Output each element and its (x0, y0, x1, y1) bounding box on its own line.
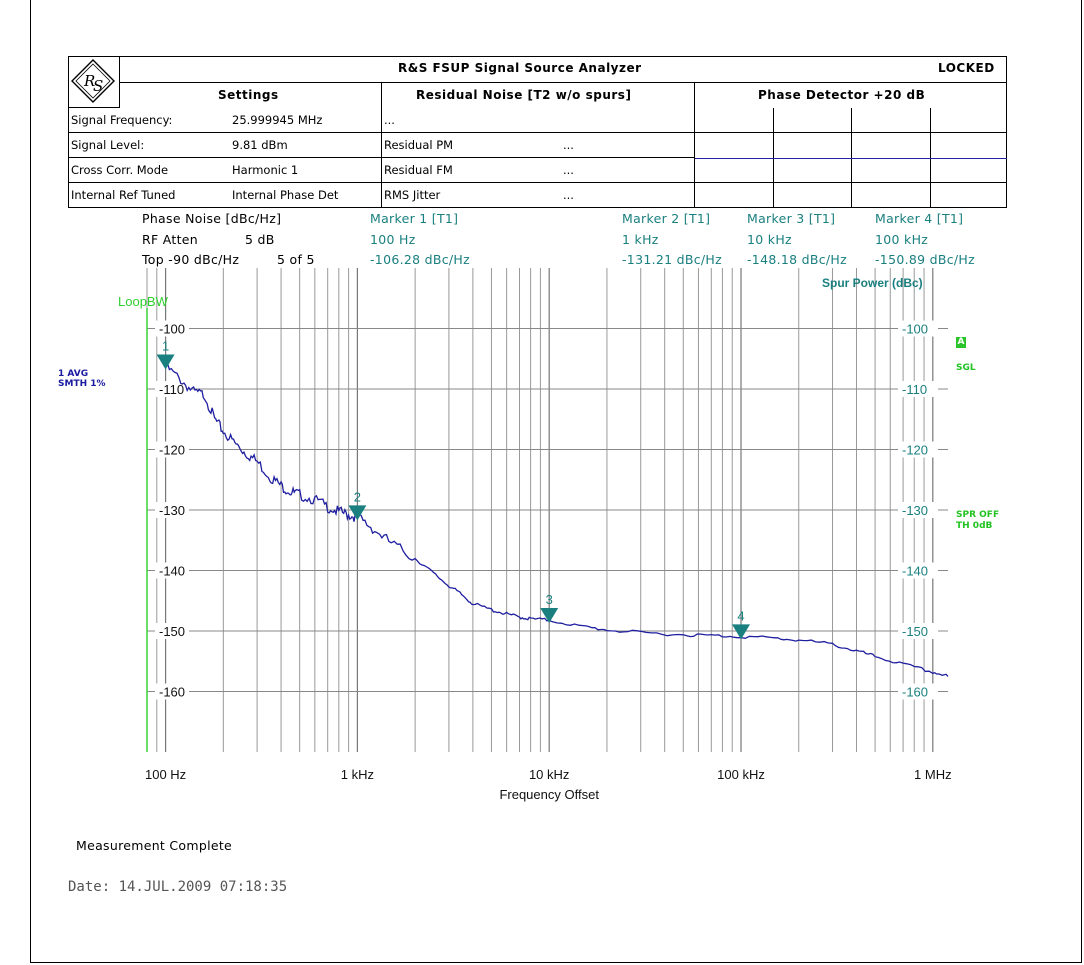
row-rvalue: ... (563, 138, 574, 152)
marker-4-level: -150.89 dBc/Hz (875, 252, 975, 267)
marker-1-level: -106.28 dBc/Hz (370, 252, 470, 267)
y-tick-label: -160 (159, 685, 185, 700)
y-tick-label-right: -140 (902, 564, 928, 579)
marker-triangle (156, 354, 175, 370)
row-label: Internal Ref Tuned (71, 188, 176, 202)
y-tick-bg (155, 623, 189, 639)
smoothing-label: SMTH 1% (58, 379, 106, 389)
marker-label: 2 (354, 489, 361, 504)
y-tick-bg-right (898, 320, 938, 337)
y-tick-label-right: -110 (902, 382, 927, 397)
row-value: Harmonic 1 (232, 163, 299, 177)
row-rlabel: Residual FM (384, 163, 453, 177)
y-tick-label: -100 (159, 322, 185, 337)
avg-label: 1 AVG (58, 369, 89, 379)
y-tick-label-right: -150 (902, 624, 928, 639)
residual-noise-title: Residual Noise [T2 w/o spurs] (416, 88, 632, 102)
phase-detector-title: Phase Detector +20 dB (758, 88, 926, 102)
marker-label: 4 (737, 608, 744, 623)
y-tick-label: -130 (159, 503, 185, 518)
threshold-label: TH 0dB (956, 521, 993, 531)
sweep-count: 5 of 5 (277, 252, 315, 267)
marker-2-level: -131.21 dBc/Hz (622, 252, 722, 267)
marker-3-title: Marker 3 [T1] (747, 211, 836, 226)
spur-off-label: SPR OFF (956, 510, 1000, 520)
y-tick-label: -110 (159, 382, 184, 397)
x-tick-label: 100 Hz (145, 767, 186, 782)
y-tick-bg-right (898, 683, 938, 700)
y-tick-bg (155, 502, 189, 518)
row-value: 9.81 dBm (232, 138, 288, 152)
y-tick-label-right: -160 (902, 685, 928, 700)
marker-4-freq: 100 kHz (875, 232, 929, 247)
marker-triangle (540, 607, 559, 623)
marker-2-freq: 1 kHz (622, 232, 659, 247)
x-tick-label: 100 kHz (717, 767, 765, 782)
rf-atten-value: 5 dB (245, 232, 275, 247)
y-tick-label-right: -120 (902, 443, 928, 458)
row-rlabel: RMS Jitter (384, 188, 441, 202)
y-tick-label-right: -130 (902, 503, 928, 518)
single-sweep-label: SGL (956, 363, 976, 373)
row-label: Signal Level: (71, 138, 145, 152)
analyzer-title: R&S FSUP Signal Source Analyzer (398, 61, 642, 75)
y-tick-bg (155, 381, 189, 397)
y-tick-bg (155, 320, 189, 337)
measurement-status: Measurement Complete (76, 838, 233, 853)
y-tick-label: -140 (159, 564, 185, 579)
top-level-label: Top -90 dBc/Hz (142, 252, 240, 267)
y-tick-bg-right (898, 502, 938, 518)
row-value: 25.999945 MHz (232, 113, 323, 127)
x-tick-label: 1 kHz (341, 767, 374, 782)
marker-1-title: Marker 1 [T1] (370, 211, 459, 226)
rs-logo: R S (68, 56, 120, 108)
page-frame (30, 0, 1082, 963)
marker-label: 1 (162, 338, 169, 353)
lock-status: LOCKED (938, 61, 995, 75)
row-label: Cross Corr. Mode (71, 163, 169, 177)
x-axis-title: Frequency Offset (499, 787, 599, 802)
x-tick-label: 1 MHz (914, 767, 952, 782)
marker-label: 3 (546, 592, 553, 607)
y-tick-label: -150 (159, 624, 185, 639)
svg-text:S: S (93, 77, 103, 95)
row-rlabel: ... (384, 113, 395, 127)
measurement-date: Date: 14.JUL.2009 07:18:35 (68, 879, 288, 895)
y-tick-label-right: -100 (902, 322, 928, 337)
svg-text:R: R (83, 72, 95, 90)
y-tick-bg (155, 562, 189, 579)
marker-4-title: Marker 4 [T1] (875, 211, 964, 226)
marker-1-freq: 100 Hz (370, 232, 416, 247)
trace-line (165, 361, 949, 677)
row-rvalue: ... (563, 188, 574, 202)
y-tick-bg-right (898, 441, 938, 458)
y-tick-bg-right (898, 562, 938, 579)
marker-triangle (348, 505, 367, 521)
row-label: Signal Frequency: (71, 113, 173, 127)
loop-bw-label: LoopBW (118, 294, 169, 309)
y-tick-bg (155, 441, 189, 458)
trace-a-badge: A (956, 337, 966, 348)
settings-header: R S R&S FSUP Signal Source Analyzer LOCK… (68, 56, 1007, 208)
marker-3-freq: 10 kHz (747, 232, 792, 247)
y-tick-bg-right (898, 381, 938, 397)
y-tick-bg-right (898, 623, 938, 639)
y-tick-label: -120 (159, 443, 185, 458)
row-value: Internal Phase Det (232, 188, 339, 202)
x-tick-label: 10 kHz (529, 767, 569, 782)
row-rlabel: Residual PM (384, 138, 454, 152)
marker-3-level: -148.18 dBc/Hz (747, 252, 847, 267)
y-tick-bg (155, 683, 189, 700)
spur-power-label: Spur Power (dBc) (822, 276, 923, 290)
marker-2-title: Marker 2 [T1] (622, 211, 711, 226)
settings-title: Settings (218, 88, 279, 102)
marker-triangle (732, 624, 751, 640)
row-rvalue: ... (563, 163, 574, 177)
phase-noise-label: Phase Noise [dBc/Hz] (142, 211, 282, 226)
rf-atten-label: RF Atten (142, 232, 198, 247)
